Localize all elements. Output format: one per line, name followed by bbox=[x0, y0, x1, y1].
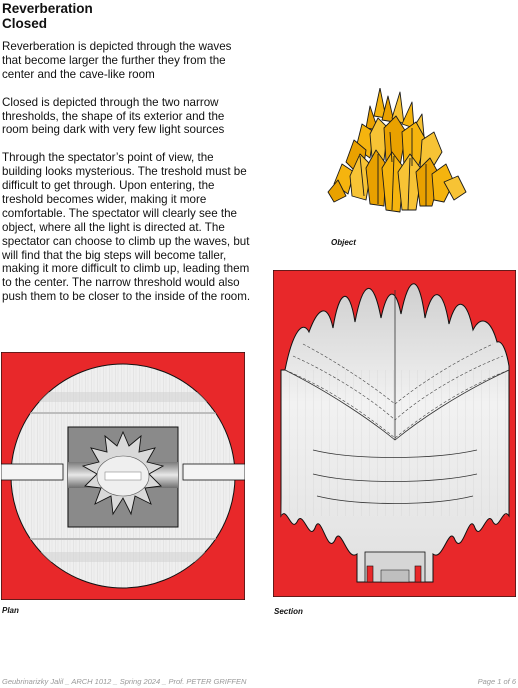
paragraph-closed: Closed is depicted through the two narro… bbox=[2, 95, 225, 137]
object-caption: Object bbox=[331, 238, 356, 247]
section-drawing bbox=[273, 270, 516, 597]
page-title: Reverberation Closed bbox=[2, 1, 93, 31]
footer-credits: Geubrinarizky Jalil _ ARCH 1012 _ Spring… bbox=[2, 677, 247, 686]
paragraph-reverberation: Reverberation is depicted through the wa… bbox=[2, 40, 232, 81]
description-text: Reverberation is depicted through the wa… bbox=[2, 40, 252, 318]
paragraph-spectator: Through the spectator’s point of view, t… bbox=[2, 151, 251, 304]
object-drawing bbox=[327, 88, 467, 213]
page-number: Page 1 of 6 bbox=[477, 677, 516, 686]
plan-caption: Plan bbox=[2, 606, 19, 615]
title-line-1: Reverberation bbox=[2, 1, 93, 16]
plan-drawing bbox=[1, 352, 245, 600]
title-line-2: Closed bbox=[2, 16, 48, 31]
section-caption: Section bbox=[274, 607, 303, 616]
